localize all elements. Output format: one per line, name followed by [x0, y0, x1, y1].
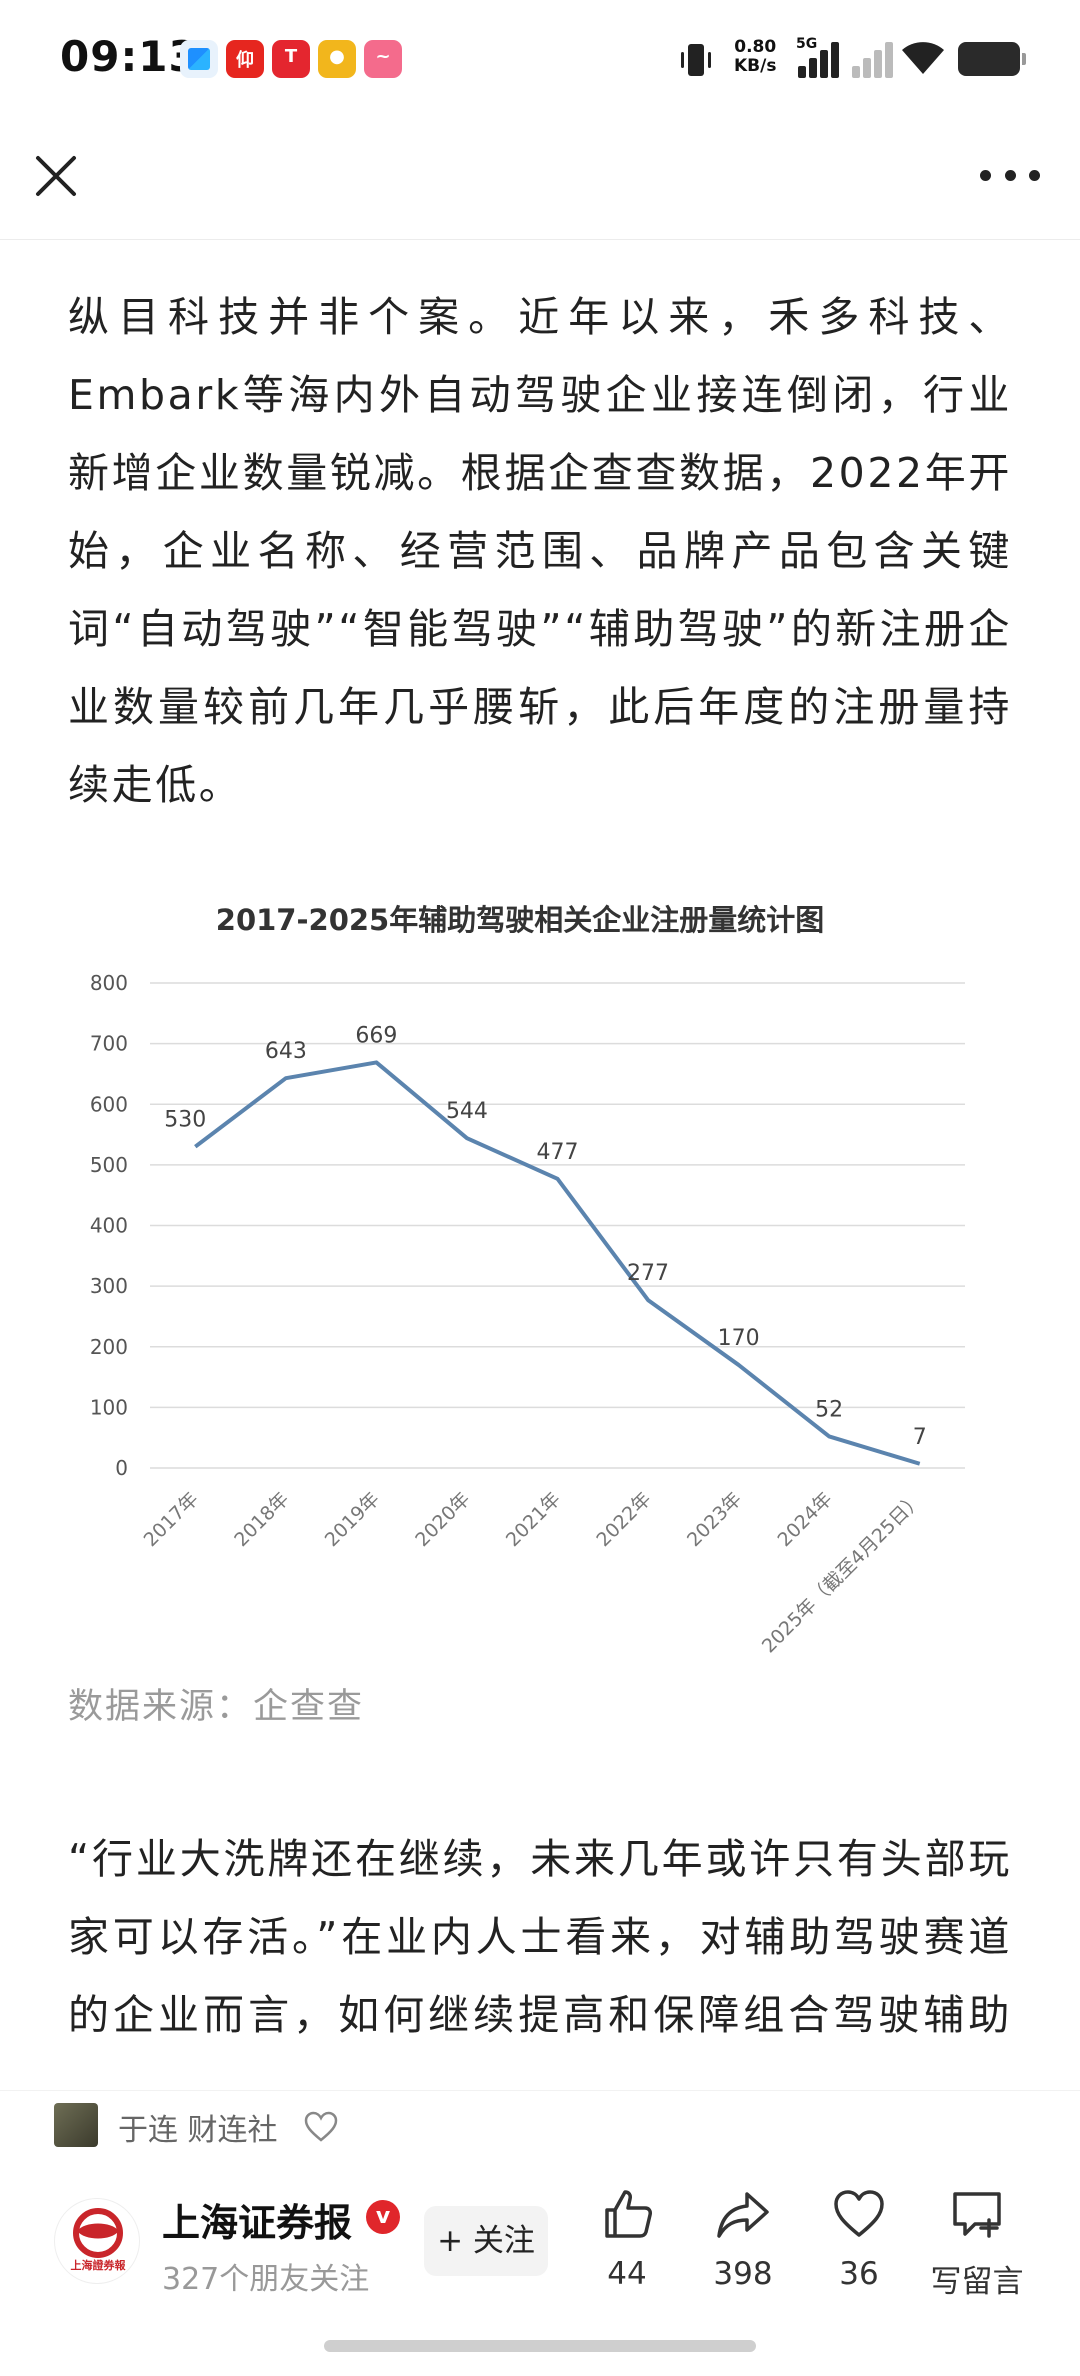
signal-strength-icon: [852, 42, 896, 78]
y-tick-label: 800: [90, 971, 128, 995]
network-type: 5G: [796, 36, 818, 52]
x-tick-label: 2023年: [683, 1488, 746, 1551]
y-tick-label: 500: [90, 1153, 128, 1177]
y-tick-label: 700: [90, 1032, 128, 1056]
article-paragraph: “行业大洗牌还在继续，未来几年或许只有头部玩家可以存活。”在业内人士看来，对辅助…: [68, 1835, 1012, 2070]
comment-button[interactable]: 写留言: [922, 2186, 1032, 2301]
x-tick-label: 2019年: [321, 1488, 384, 1551]
more-options-button[interactable]: [980, 160, 1040, 190]
data-source-note: 数据来源：企查查: [68, 1687, 365, 1727]
dot-icon: [1004, 169, 1016, 181]
share-icon: [717, 2192, 769, 2238]
x-tick-label: 2022年: [592, 1488, 655, 1551]
svg-text:上海證券報: 上海證券報: [71, 2258, 127, 2272]
signal-strength-icon: [798, 42, 842, 78]
tesla-notification-icon: T: [272, 40, 310, 78]
home-indicator[interactable]: [324, 2340, 756, 2352]
y-tick-label: 300: [90, 1274, 128, 1298]
data-label: 477: [537, 1140, 579, 1165]
verified-badge-icon: v: [366, 2200, 400, 2234]
app-notification-icon: ~: [364, 40, 402, 78]
x-tick-label: 2021年: [502, 1488, 565, 1551]
network-speed: 0.80 KB/s: [734, 37, 777, 76]
x-tick-label: 2024年: [774, 1488, 837, 1551]
vibrate-icon: [681, 44, 711, 76]
dot-icon: [1029, 169, 1040, 181]
author-bar[interactable]: 于连 财连社: [0, 2090, 1080, 2162]
status-bar: 09:13 仰 T ● ~ 0.80 KB/s 5G: [0, 0, 1080, 120]
favorite-count: 36: [839, 2256, 879, 2292]
comment-add-icon: [953, 2192, 1001, 2238]
battery-icon: [958, 42, 1026, 76]
heart-outline-icon[interactable]: [304, 2111, 338, 2143]
chart-svg: 2017-2025年辅助驾驶相关企业注册量统计图 0 100 200 300 400 50…: [90, 903, 965, 1657]
y-tick-label: 200: [90, 1335, 128, 1359]
x-tick-label: 2018年: [230, 1488, 293, 1551]
like-count: 44: [607, 2256, 647, 2292]
heart-icon: [834, 2190, 884, 2237]
data-label: 669: [355, 1023, 397, 1048]
comment-label: 写留言: [930, 2264, 1024, 2300]
dot-icon: [980, 169, 991, 181]
app-notification-icon: [180, 40, 218, 78]
y-tick-label: 600: [90, 1092, 128, 1116]
article-paragraph: 纵目科技并非个案。近年以来，禾多科技、Embark等海内外自动驾驶企业接连倒闭，…: [68, 293, 1012, 809]
data-label: 544: [446, 1099, 488, 1124]
thumbs-up-icon: [605, 2190, 652, 2238]
line-chart: 2017-2025年辅助驾驶相关企业注册量统计图 0 100 200 300 400 50…: [60, 880, 980, 1670]
y-tick-label: 100: [90, 1395, 128, 1419]
follower-count: 327个朋友关注: [162, 2262, 370, 2297]
data-label: 7: [913, 1425, 927, 1450]
data-label: 170: [718, 1326, 760, 1351]
y-tick-label: 0: [115, 1456, 128, 1480]
close-icon[interactable]: [30, 150, 82, 202]
share-button[interactable]: 398: [688, 2186, 798, 2292]
y-tick-label: 400: [90, 1214, 128, 1238]
author-avatar[interactable]: [54, 2103, 98, 2147]
share-count: 398: [713, 2256, 773, 2292]
favorite-button[interactable]: 36: [804, 2186, 914, 2292]
clock: 09:13: [60, 32, 199, 81]
follow-button[interactable]: + 关注: [424, 2206, 548, 2276]
like-button[interactable]: 44: [572, 2186, 682, 2292]
data-label: 277: [627, 1261, 669, 1286]
publisher-name[interactable]: 上海证券报: [162, 2201, 353, 2245]
publisher-logo[interactable]: 上海證券報: [54, 2198, 140, 2284]
x-tick-label: 2017年: [140, 1488, 203, 1551]
data-label: 530: [164, 1108, 206, 1133]
publisher-logo-mark: 上海證券報: [71, 2208, 127, 2272]
data-label: 52: [815, 1397, 843, 1422]
app-notification-icon: 仰: [226, 40, 264, 78]
author-name[interactable]: 于连 财连社: [118, 2113, 278, 2148]
data-label: 643: [265, 1039, 307, 1064]
chart-title: 2017-2025年辅助驾驶相关企业注册量统计图: [216, 903, 824, 937]
app-notification-icon: ●: [318, 40, 356, 78]
x-tick-label: 2025年（截至4月25日）: [758, 1488, 927, 1657]
x-tick-label: 2020年: [411, 1488, 474, 1551]
top-nav-bar: [0, 120, 1080, 240]
wifi-icon: [902, 42, 944, 74]
series-line: [194, 1060, 921, 1466]
